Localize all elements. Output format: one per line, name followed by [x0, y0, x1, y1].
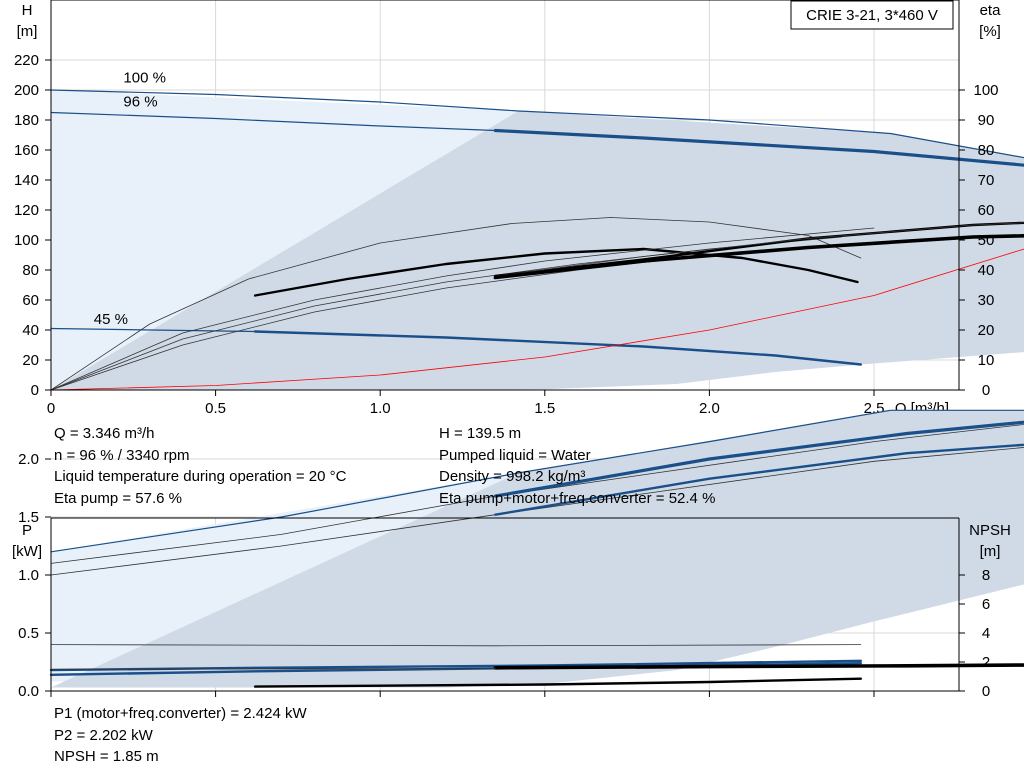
curve-eta-12: [495, 222, 1024, 277]
y-tick-label: 1.5: [18, 509, 39, 526]
curve-label: 96 %: [123, 94, 157, 111]
top-info-left: Q = 3.346 m³/h n = 96 % / 3340 rpm Liqui…: [54, 423, 346, 509]
x-tick-label: 0.5: [205, 400, 226, 417]
info-flow: Q = 3.346 m³/h: [54, 425, 155, 442]
curve-p-4: [494, 443, 1024, 516]
curve-h-5: [253, 330, 862, 366]
y2-axis-unit: [m]: [980, 543, 1001, 560]
x-tick-label: 0: [47, 400, 55, 417]
y2-tick-label: 10: [978, 352, 995, 369]
info-eta-total: Eta pump+motor+freq.converter = 52.4 %: [439, 489, 716, 507]
y-tick-label: 160: [14, 142, 39, 159]
top-info-right: H = 139.5 m Pumped liquid = Water Densit…: [439, 423, 715, 509]
y-tick-label: 2.0: [18, 451, 39, 468]
y-tick-label: 140: [14, 172, 39, 189]
y-tick-label: 0.5: [18, 625, 39, 642]
pump-label-box: CRIE 3-21, 3*460 V: [790, 0, 954, 30]
curve-p-7: [50, 644, 862, 647]
y-axis-unit: [m]: [17, 23, 38, 40]
y-axis-unit: [kW]: [12, 543, 42, 560]
y2-tick-label: 2: [982, 654, 990, 671]
x-tick-label: 1.0: [370, 400, 391, 417]
curve-eta-11: [494, 221, 1024, 278]
y2-tick-label: 4: [982, 625, 990, 642]
operating-envelope: [51, 410, 1024, 688]
operating-envelope-light: [51, 472, 519, 682]
curve-p-3: [493, 420, 1024, 498]
curve-npsh-9: [253, 677, 862, 688]
curve-h-1: [50, 111, 496, 132]
y-tick-label: 200: [14, 82, 39, 99]
curve-npsh-8: [493, 663, 1024, 670]
y2-tick-label: 100: [973, 82, 998, 99]
y2-tick-label: 40: [978, 262, 995, 279]
y-tick-label: 100: [14, 232, 39, 249]
y-tick-label: 120: [14, 202, 39, 219]
curve-p-1: [50, 424, 1024, 564]
y-tick-label: 180: [14, 112, 39, 129]
info-pumped-liquid: Pumped liquid = Water: [439, 446, 591, 464]
curve-npsh-10: [50, 668, 496, 670]
curve-eta-8: [50, 227, 875, 391]
info-liquid-temperature: Liquid temperature during operation = 20…: [54, 468, 347, 485]
operating-envelope-light: [51, 90, 519, 390]
curve-eta-7: [50, 217, 862, 391]
info-npsh: NPSH = 1.85 m: [54, 748, 159, 765]
info-speed: n = 96 % / 3340 rpm: [54, 446, 190, 464]
curve-h-2: [493, 128, 1024, 167]
curve-label: 100 %: [123, 70, 166, 87]
y-tick-label: 0: [31, 382, 39, 399]
curve-eta-6: [253, 247, 859, 297]
info-head: H = 139.5 m: [439, 425, 522, 442]
curve-label: 45 %: [94, 311, 128, 328]
operating-envelope: [51, 111, 1024, 390]
y2-tick-label: 20: [978, 322, 995, 339]
curve-system-14: [50, 248, 1024, 391]
y2-axis-title: eta: [980, 2, 1002, 19]
y2-tick-label: 8: [982, 567, 990, 584]
curve-h-0: [50, 89, 1024, 159]
y-tick-label: 1.0: [18, 567, 39, 584]
y-tick-label: 80: [22, 262, 39, 279]
y2-tick-label: 50: [978, 232, 995, 249]
y2-tick-label: 70: [978, 172, 995, 189]
info-p1: P1 (motor+freq.converter) = 2.424 kW: [54, 705, 307, 722]
curve-p-0: [50, 409, 1024, 553]
x-tick-label: 2.0: [699, 400, 720, 417]
y2-axis-title: NPSH: [969, 522, 1011, 539]
x-tick-label: 1.5: [534, 400, 555, 417]
y2-tick-label: 90: [978, 112, 995, 129]
y-tick-label: 40: [22, 322, 39, 339]
curve-p-2: [50, 447, 1024, 576]
curve-eta-13: [493, 234, 1024, 280]
y-tick-label: 60: [22, 292, 39, 309]
y2-tick-label: 0: [982, 683, 990, 700]
y-axis-title: P: [22, 522, 32, 539]
y2-tick-label: 0: [982, 382, 990, 399]
y2-tick-label: 30: [978, 292, 995, 309]
y-tick-label: 220: [14, 52, 39, 69]
bottom-info: P1 (motor+freq.converter) = 2.424 kW P2 …: [54, 703, 307, 768]
info-density: Density = 998.2 kg/m³: [439, 468, 586, 485]
y-axis-title: H: [22, 2, 33, 19]
head-efficiency-chart: 0 20 40 60 80 100 120 140 160 180 200 220 0 10 20 30 40 5…: [14, 0, 1024, 417]
y2-tick-label: 60: [978, 202, 995, 219]
y-tick-label: 0.0: [18, 683, 39, 700]
info-p2: P2 = 2.202 kW: [54, 726, 153, 744]
y-tick-label: 20: [22, 352, 39, 369]
y2-tick-label: 80: [978, 142, 995, 159]
pump-label: CRIE 3-21, 3*460 V: [806, 7, 938, 24]
y2-tick-label: 6: [982, 596, 990, 613]
info-eta-pump: Eta pump = 57.6 %: [54, 489, 182, 507]
y2-axis-unit: [%]: [979, 23, 1001, 40]
